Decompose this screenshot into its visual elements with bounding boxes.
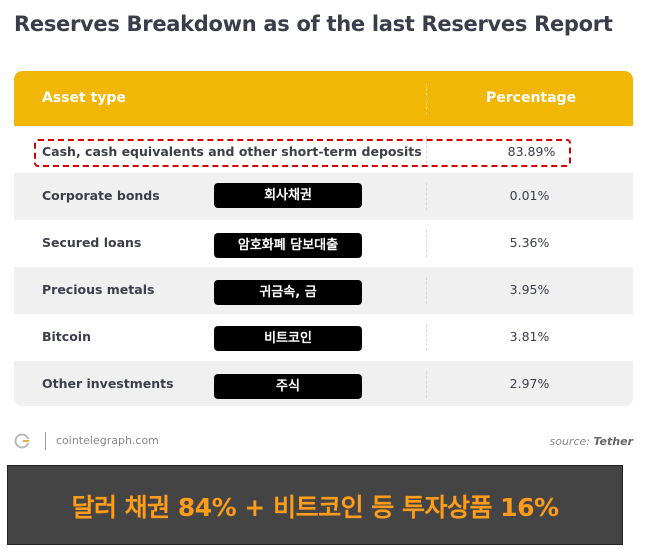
footer-divider [45, 432, 46, 450]
table-header: Asset type Percentage [14, 71, 633, 126]
asset-name: Corporate bonds [42, 188, 160, 203]
column-divider [426, 371, 427, 398]
header-percentage: Percentage [486, 90, 577, 106]
korean-label-other-investments: 주식 [214, 374, 362, 399]
asset-name: Cash, cash equivalents and other short-t… [42, 144, 422, 159]
asset-percentage: 2.97% [509, 376, 550, 391]
column-divider [426, 277, 427, 304]
table-row: Bitcoin 3.81% [14, 314, 633, 361]
summary-banner-text: 달러 채권 84% + 비트코인 등 투자상품 16% [71, 493, 559, 522]
source-footer: cointelegraph.com source: Tether [14, 431, 633, 453]
asset-name: Precious metals [42, 282, 155, 297]
column-divider [426, 183, 427, 210]
asset-percentage: 83.89% [507, 144, 556, 159]
page-title: Reserves Breakdown as of the last Reserv… [14, 12, 613, 36]
column-divider [426, 230, 427, 257]
site-link[interactable]: cointelegraph.com [56, 434, 159, 447]
column-divider [426, 136, 427, 163]
table-row: Secured loans 5.36% [14, 220, 633, 267]
source-prefix: source: [549, 435, 590, 448]
header-asset-type: Asset type [42, 90, 126, 106]
source-credit: source: Tether [549, 435, 633, 448]
asset-name: Secured loans [42, 235, 142, 250]
asset-percentage: 0.01% [509, 188, 550, 203]
asset-percentage: 3.81% [509, 329, 550, 344]
highlighted-row-cash: Cash, cash equivalents and other short-t… [34, 139, 571, 167]
table-row [14, 126, 633, 173]
korean-label-corporate-bonds: 회사채권 [214, 183, 362, 208]
korean-label-secured-loans: 암호화폐 담보대출 [214, 233, 362, 258]
cointelegraph-logo-icon [14, 433, 30, 449]
header-divider [426, 83, 427, 115]
summary-banner: 달러 채권 84% + 비트코인 등 투자상품 16% [7, 465, 623, 545]
asset-name: Bitcoin [42, 329, 91, 344]
korean-label-bitcoin: 비트코인 [214, 326, 362, 351]
asset-percentage: 5.36% [509, 235, 550, 250]
column-divider [426, 324, 427, 351]
korean-label-precious-metals: 귀금속, 금 [214, 280, 362, 305]
asset-name: Other investments [42, 376, 174, 391]
asset-percentage: 3.95% [509, 282, 550, 297]
source-name: Tether [593, 435, 633, 448]
